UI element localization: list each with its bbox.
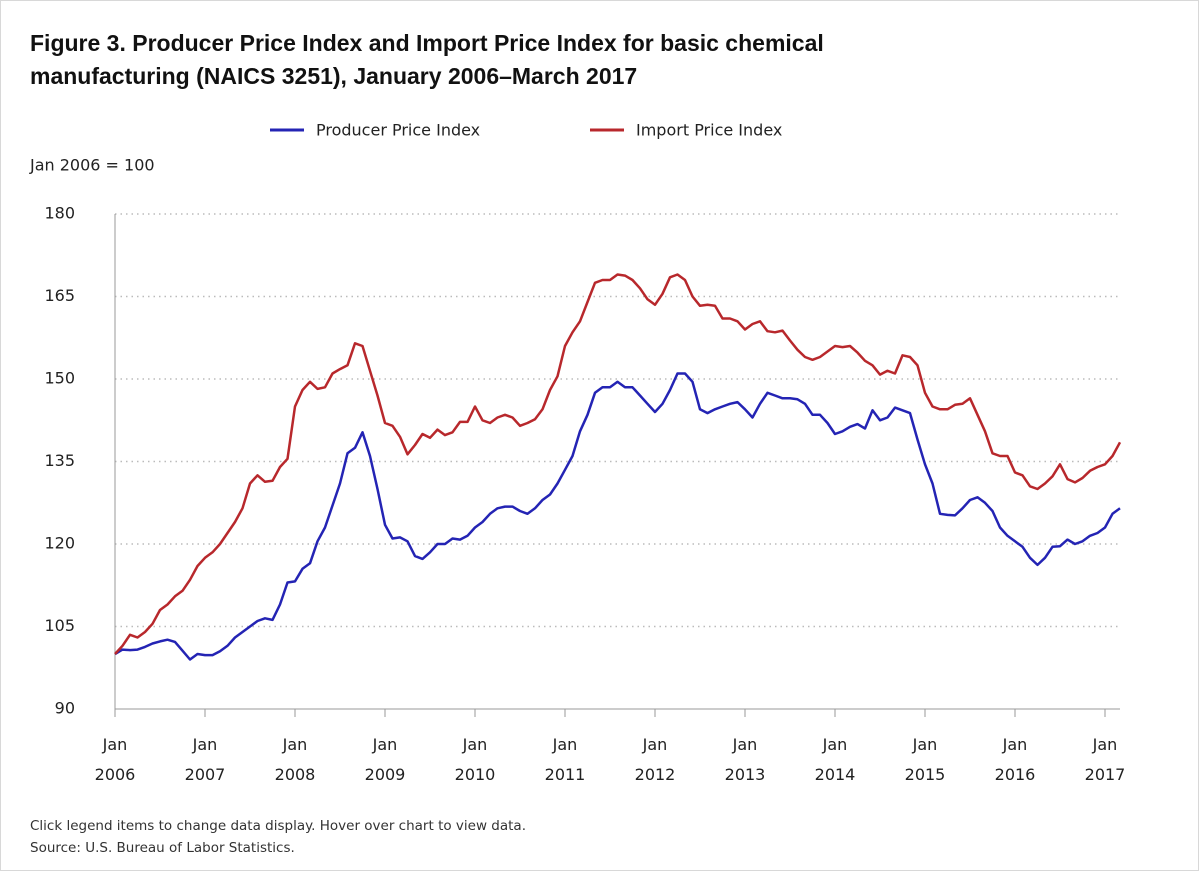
- y-tick-label: 120: [44, 534, 75, 553]
- legend-label: Producer Price Index: [316, 121, 480, 140]
- series-line: [114, 372, 1121, 661]
- series-line: [114, 273, 1122, 655]
- x-tick-label: Jan 2007: [185, 735, 226, 784]
- y-axis-label: Jan 2006 = 100: [29, 156, 155, 175]
- note: Click legend items to change data displa…: [30, 818, 526, 834]
- y-tick-label: 135: [44, 451, 75, 470]
- y-tick-label: 150: [44, 369, 75, 388]
- x-tick-label: Jan 2008: [275, 735, 316, 784]
- y-tick-label: 105: [44, 616, 75, 635]
- x-tick-label: Jan 2012: [635, 735, 676, 784]
- x-tick-label: Jan 2016: [995, 735, 1036, 784]
- source: Source: U.S. Bureau of Labor Statistics.: [30, 840, 295, 856]
- x-tick-label: Jan 2014: [815, 735, 856, 784]
- x-tick-label: Jan 2010: [455, 735, 496, 784]
- y-tick-label: 180: [44, 204, 75, 223]
- x-tick-label: Jan 2015: [905, 735, 946, 784]
- y-tick-label: 165: [44, 286, 75, 305]
- x-tick-label: Jan 2011: [545, 735, 586, 784]
- legend-item[interactable]: Producer Price Index: [270, 121, 480, 140]
- y-tick-label: 90: [55, 699, 75, 718]
- chart-title: Figure 3. Producer Price Index and Impor…: [30, 30, 824, 89]
- legend-item[interactable]: Import Price Index: [590, 121, 782, 140]
- legend-label: Import Price Index: [636, 121, 782, 140]
- x-tick-label: Jan 2017: [1085, 735, 1126, 784]
- frame: [0, 0, 1199, 871]
- x-tick-label: Jan 2013: [725, 735, 766, 784]
- x-tick-label: Jan 2009: [365, 735, 406, 784]
- x-tick-label: Jan 2006: [95, 735, 136, 784]
